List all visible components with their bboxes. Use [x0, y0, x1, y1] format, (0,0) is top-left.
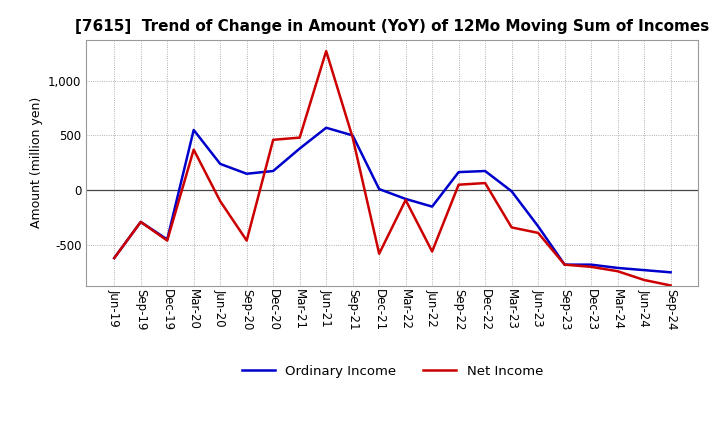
- Net Income: [295, 135, 304, 140]
- Net Income: [348, 135, 357, 140]
- Ordinary Income: [136, 219, 145, 224]
- Net Income: [136, 219, 145, 224]
- Net Income: [428, 249, 436, 254]
- Line: Ordinary Income: Ordinary Income: [114, 128, 670, 272]
- Ordinary Income: [534, 224, 542, 229]
- Net Income: [508, 225, 516, 230]
- Net Income: [189, 147, 198, 152]
- Ordinary Income: [216, 161, 225, 166]
- Net Income: [534, 230, 542, 235]
- Ordinary Income: [243, 171, 251, 176]
- Ordinary Income: [428, 204, 436, 209]
- Net Income: [110, 256, 119, 261]
- Ordinary Income: [163, 237, 171, 242]
- Ordinary Income: [613, 265, 622, 271]
- Ordinary Income: [269, 169, 277, 174]
- Line: Net Income: Net Income: [114, 51, 670, 286]
- Ordinary Income: [401, 196, 410, 202]
- Ordinary Income: [560, 262, 569, 267]
- Net Income: [216, 198, 225, 204]
- Legend: Ordinary Income, Net Income: Ordinary Income, Net Income: [237, 359, 548, 383]
- Net Income: [375, 251, 384, 257]
- Ordinary Income: [454, 169, 463, 175]
- Net Income: [587, 264, 595, 269]
- Ordinary Income: [189, 127, 198, 132]
- Ordinary Income: [322, 125, 330, 130]
- Net Income: [640, 277, 649, 282]
- Ordinary Income: [110, 256, 119, 261]
- Net Income: [163, 238, 171, 243]
- Net Income: [322, 48, 330, 54]
- Net Income: [269, 137, 277, 143]
- Ordinary Income: [481, 169, 490, 174]
- Ordinary Income: [587, 262, 595, 267]
- Title: [7615]  Trend of Change in Amount (YoY) of 12Mo Moving Sum of Incomes: [7615] Trend of Change in Amount (YoY) o…: [76, 19, 709, 34]
- Ordinary Income: [375, 187, 384, 192]
- Ordinary Income: [508, 189, 516, 194]
- Net Income: [666, 283, 675, 288]
- Net Income: [454, 182, 463, 187]
- Net Income: [560, 262, 569, 267]
- Net Income: [613, 268, 622, 274]
- Ordinary Income: [640, 268, 649, 273]
- Ordinary Income: [348, 133, 357, 138]
- Net Income: [401, 198, 410, 203]
- Y-axis label: Amount (million yen): Amount (million yen): [30, 97, 42, 228]
- Net Income: [243, 238, 251, 243]
- Net Income: [481, 180, 490, 186]
- Ordinary Income: [295, 146, 304, 151]
- Ordinary Income: [666, 270, 675, 275]
